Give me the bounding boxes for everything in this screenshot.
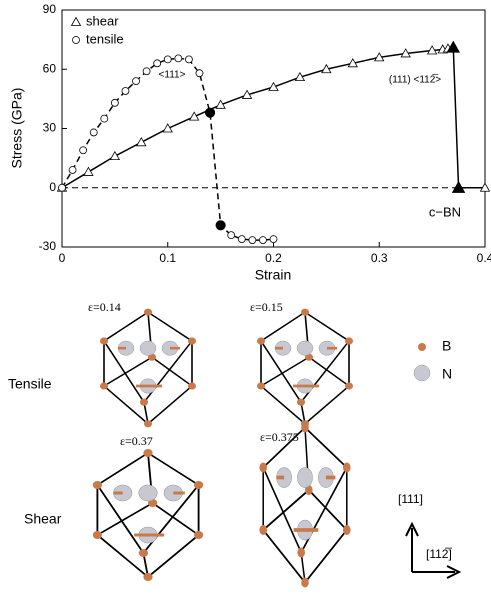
triangle-marker (110, 152, 119, 160)
shear-cell-2 (259, 423, 350, 588)
circle-marker (185, 56, 192, 63)
circle-marker (111, 99, 118, 106)
circle-marker (59, 184, 66, 191)
circle-marker (133, 78, 140, 85)
circle-marker (206, 108, 215, 117)
direction-label: [111] (398, 492, 423, 506)
y-tick-label: 90 (43, 2, 57, 16)
legend-label: B (442, 338, 451, 354)
y-axis-label: Stress (GPa) (9, 88, 25, 169)
figure: Stress (GPa) Strain ε=0.14 ε=0.15 ε=0.37… (0, 0, 491, 604)
circle-marker (69, 166, 76, 173)
y-tick-label: -30 (39, 239, 57, 253)
y-tick-label: 30 (43, 121, 57, 135)
circle-marker (101, 115, 108, 122)
row-label: Shear (24, 511, 62, 527)
x-tick-label: 0.1 (159, 251, 176, 265)
x-tick-label: 0 (59, 251, 66, 265)
circle-marker (122, 87, 129, 94)
circle-marker (216, 221, 225, 230)
circle-marker (238, 236, 245, 243)
strain-label: ε=0.14 (88, 300, 121, 314)
circle-marker (73, 37, 80, 44)
circle-marker (90, 129, 97, 136)
tensile-cell-1 (100, 309, 196, 428)
y-tick-label: 0 (49, 180, 56, 194)
triangle-marker (190, 112, 199, 120)
annotation: (111) <112̅> (389, 74, 441, 86)
triangle-marker (163, 124, 172, 132)
legend-label: tensile (86, 31, 124, 46)
triangle-marker (137, 138, 146, 146)
plot-frame (62, 10, 485, 247)
circle-marker (80, 147, 87, 154)
strain-label: ε=0.37 (120, 434, 153, 448)
x-axis-label: Strain (255, 267, 292, 283)
circle-marker (154, 60, 161, 67)
circle-marker (270, 236, 277, 243)
tensile-cell-2 (257, 309, 353, 428)
x-tick-label: 0.2 (265, 251, 282, 265)
strain-label: ε=0.375 (260, 430, 299, 444)
annotation: c−BN (429, 204, 461, 219)
circle-marker (143, 68, 150, 75)
triangle-marker (72, 18, 81, 26)
x-tick-label: 0.3 (371, 251, 388, 265)
triangle-marker (84, 167, 93, 175)
nitrogen-icon (414, 365, 430, 381)
circle-marker (164, 56, 171, 63)
legend-label: shear (86, 13, 119, 28)
annotation: <111> (159, 70, 186, 81)
circle-marker (259, 237, 266, 244)
boron-icon (418, 343, 426, 351)
direction-label: [112̅] (426, 547, 452, 561)
circle-marker (175, 55, 182, 62)
circle-marker (228, 232, 235, 239)
series-line (62, 58, 274, 240)
legend-label: N (442, 366, 452, 382)
series-line (62, 48, 485, 188)
circle-marker (249, 237, 256, 244)
strain-label: ε=0.15 (250, 300, 283, 314)
row-label: Tensile (8, 376, 52, 392)
y-tick-label: 60 (43, 61, 57, 75)
circle-marker (196, 70, 203, 77)
x-tick-label: 0.4 (477, 251, 491, 265)
shear-cell-1 (93, 449, 203, 581)
